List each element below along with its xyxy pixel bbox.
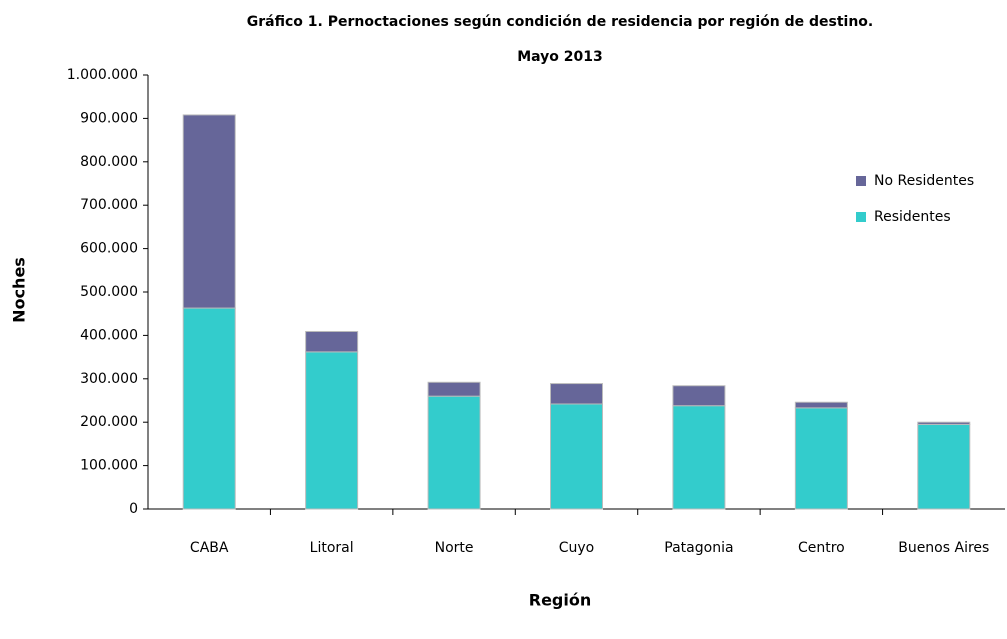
y-tick-label: 700.000 [80, 197, 138, 213]
y-tick-label: 600.000 [80, 241, 138, 257]
x-tick-label: Cuyo [558, 540, 595, 556]
legend-swatch [856, 212, 866, 222]
bar-segment [427, 381, 481, 397]
y-tick-label: 900.000 [80, 110, 138, 126]
bar-segment [917, 423, 971, 510]
y-tick-label: 1.000.000 [67, 67, 138, 83]
x-tick-label: Norte [434, 540, 474, 556]
bar-segment [672, 385, 726, 407]
y-tick-label: 500.000 [80, 284, 138, 300]
x-tick-label: Patagonia [664, 540, 734, 556]
x-tick-label: Litoral [309, 540, 354, 556]
chart-subtitle: Mayo 2013 [517, 49, 603, 65]
bar-segment [550, 383, 603, 405]
bar-segment [182, 114, 236, 309]
bar-segment [182, 307, 236, 510]
bar-segment [305, 351, 359, 510]
y-tick-label: 800.000 [80, 154, 138, 170]
bar-segment [917, 421, 971, 425]
legend-label: Residentes [874, 209, 951, 225]
bar-segment [427, 395, 481, 510]
legend-swatch [856, 176, 866, 186]
chart-title: Gráfico 1. Pernoctaciones según condició… [247, 14, 874, 30]
y-tick-label: 200.000 [80, 414, 138, 430]
bar-segment [794, 401, 848, 409]
bar-segment [305, 330, 359, 353]
y-axis-label: Noches [10, 257, 29, 323]
x-tick-label: Centro [797, 540, 845, 556]
bar-segment [794, 407, 848, 510]
y-tick-label: 0 [129, 501, 138, 517]
x-tick-label: Buenos Aires [898, 540, 990, 556]
x-tick-label: CABA [189, 540, 229, 556]
bar-segment [550, 403, 603, 510]
y-tick-label: 400.000 [80, 327, 138, 343]
bar-segment [672, 405, 726, 510]
legend-label: No Residentes [874, 173, 974, 189]
y-tick-label: 100.000 [80, 458, 138, 474]
x-axis-label: Región [529, 591, 592, 610]
y-tick-label: 300.000 [80, 371, 138, 387]
